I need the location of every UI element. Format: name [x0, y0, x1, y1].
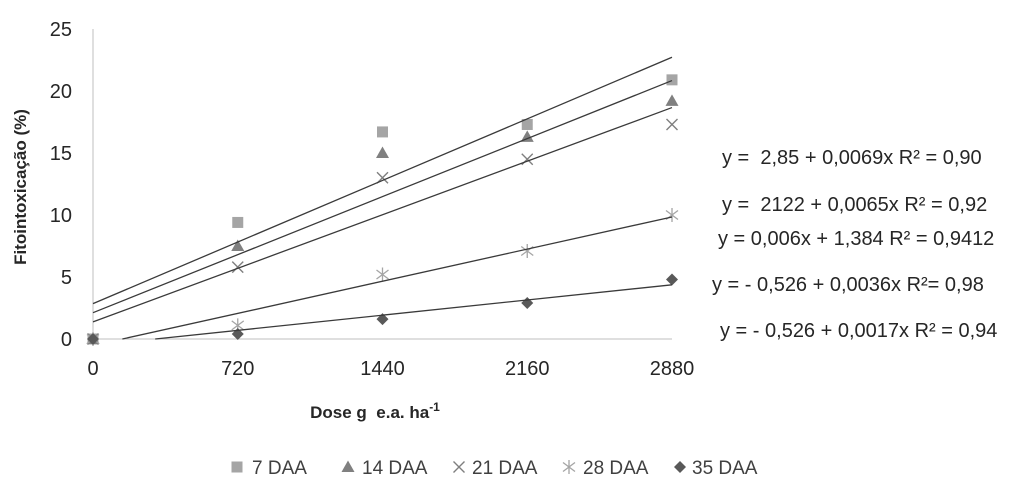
legend-label: 14 DAA — [362, 458, 428, 479]
legend-marker-35-daa — [674, 461, 686, 473]
equation-35-daa: y = - 0,526 + 0,0017x R² = 0,94 — [720, 320, 997, 342]
y-tick-label: 0 — [61, 329, 72, 351]
x-axis-title-superscript: -1 — [429, 400, 440, 414]
x-tick-label: 0 — [87, 358, 98, 380]
point-7-daa-2880-shape — [666, 74, 678, 86]
x-tick-label: 1440 — [360, 358, 405, 380]
y-tick-label: 10 — [50, 205, 72, 227]
point-14-daa-1440-shape — [376, 146, 389, 158]
x-tick-label: 2160 — [505, 358, 550, 380]
point-28-daa-1440-shape — [376, 267, 389, 282]
legend-marker-14-daa-shape — [341, 460, 355, 472]
x-axis-title: Dose g e.a. ha-1 — [310, 400, 440, 422]
point-7-daa-2880 — [666, 74, 678, 86]
point-35-daa-1440 — [376, 313, 389, 326]
point-7-daa-720-shape — [232, 216, 244, 228]
x-axis-title-main: Dose g e.a. ha — [310, 403, 430, 422]
point-7-daa-1440-shape — [377, 126, 388, 138]
x-tick-label: 2880 — [650, 358, 695, 380]
x-tick-labels: 0 720 1440 2160 2880 — [87, 358, 694, 380]
legend-label: 28 DAA — [583, 458, 649, 479]
equation-28-daa: y = - 0,526 + 0,0036x R²= 0,98 — [712, 274, 984, 296]
legend-label: 35 DAA — [692, 458, 758, 479]
legend-item-7-daa: 7 DAA — [231, 458, 307, 479]
point-35-daa-0-shape — [87, 333, 99, 345]
point-35-daa-2880 — [666, 273, 678, 286]
point-35-daa-1440-shape — [376, 313, 389, 326]
trendline-35-daa — [155, 284, 673, 340]
trendline-21-daa — [92, 106, 673, 323]
point-21-daa-720 — [231, 261, 244, 274]
point-35-daa-2160-shape — [521, 297, 534, 310]
point-28-daa-2160-shape — [520, 243, 534, 258]
legend-marker-35-daa-shape — [674, 461, 686, 473]
point-35-daa-2160 — [521, 297, 534, 310]
point-7-daa-720 — [232, 216, 244, 228]
legend-marker-21-daa — [453, 461, 465, 473]
y-tick-label: 25 — [50, 19, 72, 41]
legend-label: 21 DAA — [472, 458, 538, 479]
point-14-daa-720-shape — [231, 239, 245, 251]
point-35-daa-2880-shape — [666, 273, 678, 286]
legend-marker-7-daa — [231, 461, 243, 473]
legend-marker-slot — [341, 460, 355, 472]
data-points — [86, 74, 679, 346]
legend-marker-28-daa-shape — [562, 460, 576, 474]
trendline-equations: y = 2,85 + 0,0069x R² = 0,90 y = 2122 + … — [712, 147, 997, 342]
legend-marker-14-daa — [341, 460, 355, 472]
legend-marker-7-daa-shape — [231, 461, 243, 473]
point-21-daa-2880-shape — [666, 118, 678, 131]
y-tick-labels: 0 5 10 15 20 25 — [50, 19, 72, 351]
point-14-daa-2880 — [665, 94, 679, 106]
equation-14-daa: y = 2122 + 0,0065x R² = 0,92 — [722, 194, 987, 216]
point-14-daa-720 — [231, 239, 245, 251]
y-tick-label: 5 — [61, 267, 72, 289]
legend-marker-slot — [562, 460, 576, 474]
legend: 7 DAA 14 DAA 21 DAA 28 DAA 35 DAA — [231, 458, 758, 479]
point-14-daa-2880-shape — [665, 94, 679, 106]
point-7-daa-2160 — [521, 118, 533, 130]
y-tick-label: 15 — [50, 143, 72, 165]
trendline-14-daa — [92, 79, 673, 314]
point-21-daa-720-shape — [231, 261, 244, 274]
trendlines — [92, 56, 673, 340]
point-14-daa-1440 — [376, 146, 389, 158]
legend-marker-28-daa — [562, 460, 576, 474]
trendline-28-daa — [122, 216, 673, 340]
point-28-daa-1440 — [376, 267, 389, 282]
x-tick-label: 720 — [221, 358, 254, 380]
legend-item-21-daa: 21 DAA — [453, 458, 538, 479]
legend-item-28-daa: 28 DAA — [562, 458, 649, 479]
equation-21-daa: y = 0,006x + 1,384 R² = 0,9412 — [718, 228, 994, 250]
point-35-daa-0 — [87, 333, 99, 345]
point-21-daa-2880 — [666, 118, 678, 131]
legend-marker-slot — [674, 461, 686, 473]
trendline-7-daa — [92, 56, 673, 305]
legend-item-14-daa: 14 DAA — [341, 458, 428, 479]
y-axis-title: Fitointoxicação (%) — [11, 109, 30, 265]
legend-item-35-daa: 35 DAA — [674, 458, 758, 479]
legend-marker-slot — [231, 461, 243, 473]
point-28-daa-2880 — [665, 208, 679, 222]
equation-7-daa: y = 2,85 + 0,0069x R² = 0,90 — [722, 147, 982, 169]
point-14-daa-2160-shape — [520, 130, 534, 142]
point-28-daa-2880-shape — [665, 208, 679, 222]
point-7-daa-1440 — [377, 126, 388, 138]
legend-label: 7 DAA — [252, 458, 307, 479]
legend-marker-21-daa-shape — [453, 461, 465, 473]
y-tick-label: 20 — [50, 81, 72, 103]
legend-marker-slot — [453, 461, 465, 473]
point-28-daa-2160 — [520, 243, 534, 258]
point-7-daa-2160-shape — [521, 118, 533, 130]
point-14-daa-2160 — [520, 130, 534, 142]
